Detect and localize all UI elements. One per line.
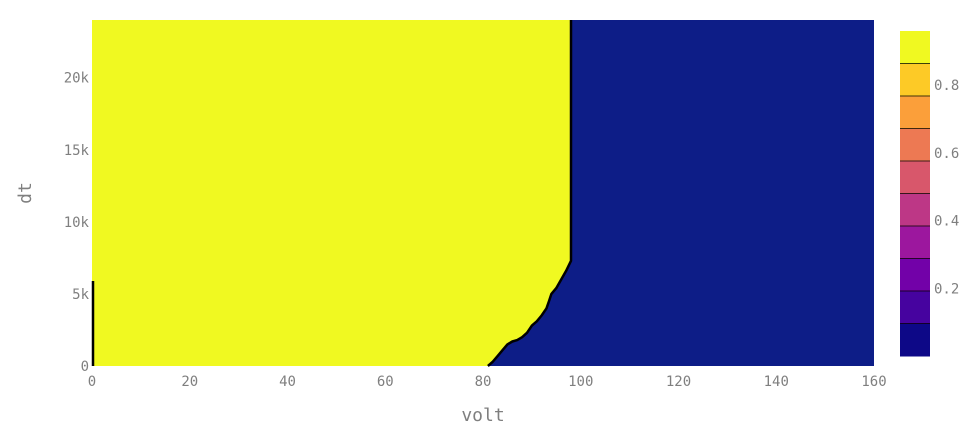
contour-boundary-line <box>487 20 573 367</box>
x-tick-label: 160 <box>861 374 886 390</box>
x-tick-label: 60 <box>377 374 394 390</box>
x-axis-title: volt <box>461 405 504 426</box>
colorbar-band <box>900 258 930 292</box>
colorbar-band <box>900 291 930 324</box>
x-tick-label: 0 <box>88 374 96 390</box>
colorbar-band <box>900 63 930 97</box>
y-tick-label: 10k <box>64 215 90 231</box>
colorbar-band <box>900 31 930 64</box>
x-tick-label: 40 <box>279 374 296 390</box>
colorbar-band <box>900 193 930 227</box>
y-tick-label: 5k <box>72 287 89 303</box>
y-tick-label: 20k <box>64 71 90 87</box>
x-tick-label: 120 <box>666 374 691 390</box>
colorbar-band <box>900 128 930 162</box>
contour-region-high <box>92 20 571 366</box>
y-tick-label: 0 <box>81 359 89 375</box>
colorbar-tick-label: 0.4 <box>934 214 959 230</box>
colorbar-band <box>900 96 930 129</box>
colorbar-tick-label: 0.2 <box>934 281 959 297</box>
x-tick-label: 80 <box>475 374 492 390</box>
x-tick-label: 20 <box>181 374 198 390</box>
colorbar-tick-label: 0.6 <box>934 146 959 162</box>
y-tick-label: 15k <box>64 143 90 159</box>
x-tick-label: 100 <box>568 374 593 390</box>
colorbar-band <box>900 226 930 259</box>
colorbar-band <box>900 161 930 194</box>
colorbar-tick-label: 0.8 <box>934 78 959 94</box>
y-axis-title: dt <box>15 182 36 204</box>
colorbar-band <box>900 323 930 357</box>
x-tick-label: 140 <box>764 374 789 390</box>
